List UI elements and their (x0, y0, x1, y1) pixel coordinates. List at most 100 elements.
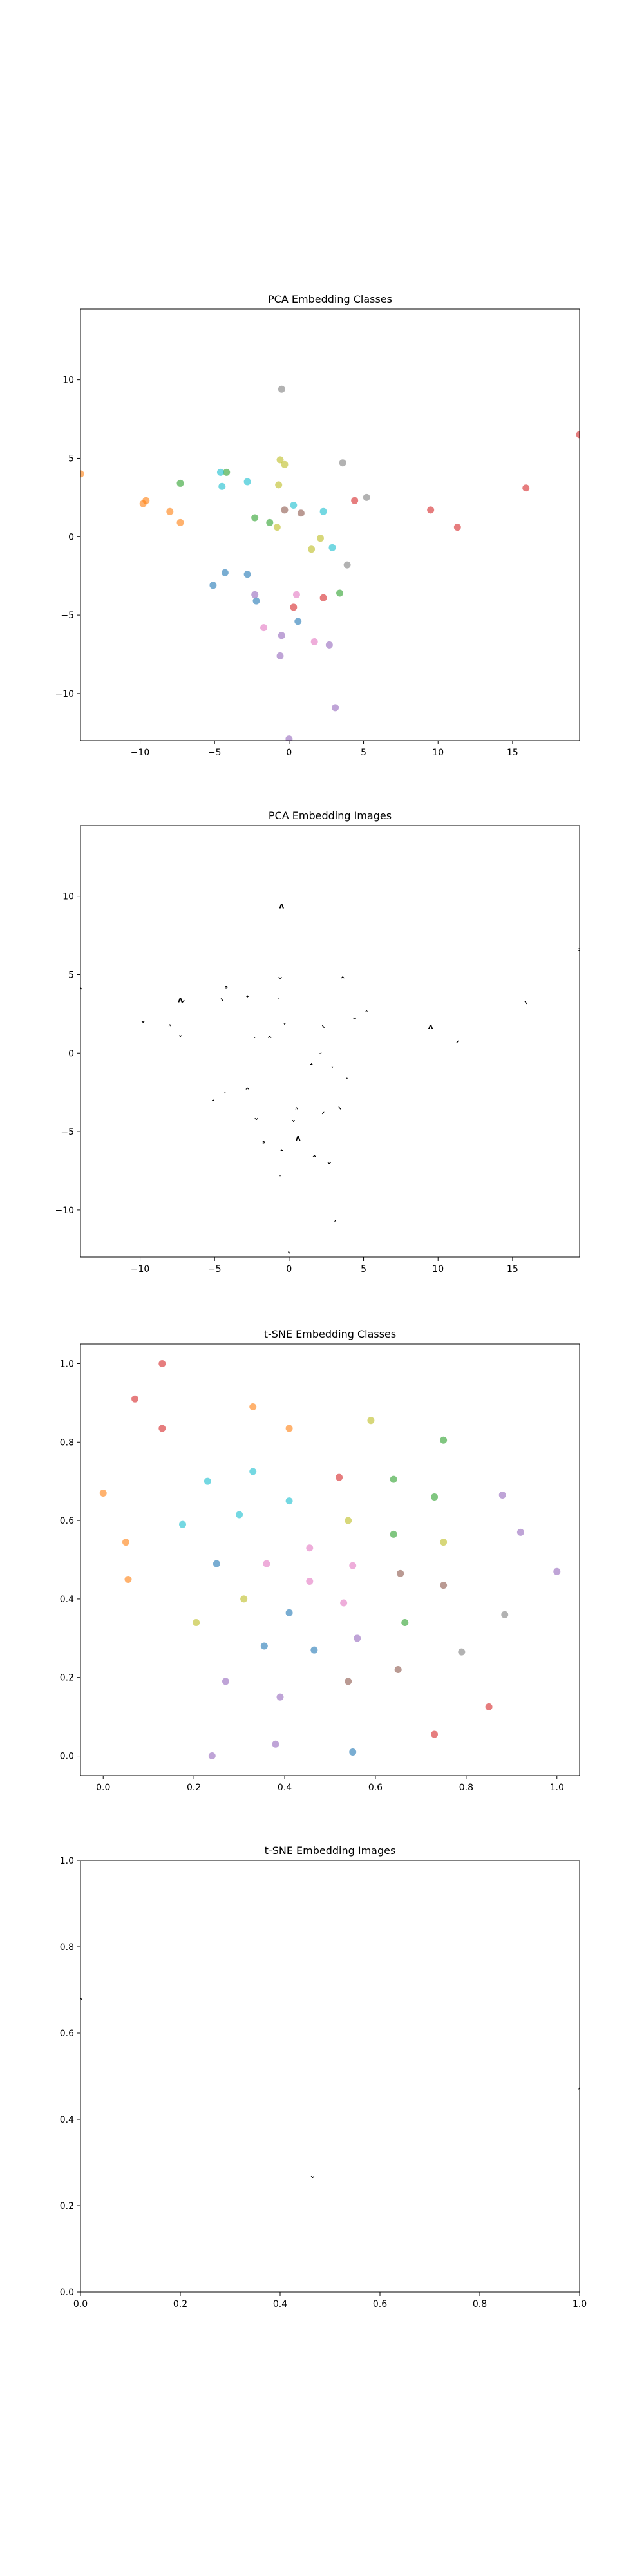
data-point (390, 1475, 397, 1483)
data-point (260, 1642, 268, 1650)
x-tick-label: 10 (432, 1264, 444, 1274)
data-point (401, 1618, 409, 1626)
data-point (345, 1678, 352, 1685)
image-marker: ᐟ (322, 1110, 325, 1119)
data-point (522, 484, 530, 492)
data-point (176, 518, 184, 526)
x-tick-label: 0.0 (96, 1783, 110, 1793)
data-point (440, 1436, 448, 1444)
data-point (285, 1497, 293, 1505)
y-tick-label: 0.2 (60, 1673, 74, 1683)
image-marker: ˄ (578, 2087, 582, 2096)
data-point (292, 591, 300, 598)
y-tick-label: 0.0 (60, 2287, 74, 2298)
data-point (394, 1666, 402, 1674)
data-point (501, 1611, 509, 1618)
axes-frame (80, 825, 580, 1258)
image-marker: ˄ (277, 997, 281, 1006)
y-tick-label: 0.6 (60, 1516, 74, 1526)
data-point (131, 1395, 139, 1403)
data-point (290, 603, 298, 611)
image-marker: ˯ (331, 1059, 334, 1068)
image-marker: ᐠ (338, 1105, 341, 1114)
x-tick-label: 0.6 (368, 1783, 383, 1793)
data-point (345, 1517, 352, 1524)
data-point (281, 460, 289, 468)
axes-frame (80, 1343, 580, 1776)
x-tick-label: 0.4 (278, 1783, 292, 1793)
y-tick-label: 0.4 (60, 2115, 74, 2125)
data-point (498, 1492, 506, 1499)
data-point (278, 385, 285, 393)
x-tick-label: 5 (361, 748, 366, 758)
image-marker: ˄ (365, 1009, 368, 1018)
data-point (218, 482, 226, 490)
image-marker: ⌄ (326, 1157, 332, 1166)
chart-title: t-SNE Embedding Classes (264, 1328, 396, 1340)
data-point (263, 1560, 270, 1567)
image-marker: ⌄ (277, 972, 283, 981)
image-marker: ˯ (223, 1084, 226, 1094)
data-point (276, 456, 284, 464)
data-point (285, 735, 293, 741)
chart-1: PCA Embedding Classes −10 −5 0 5 10 15 −10 −5 0 5 1… (55, 293, 580, 758)
data-point (80, 470, 84, 478)
data-point (142, 497, 150, 504)
data-point (272, 1740, 279, 1748)
data-point (458, 1648, 466, 1656)
data-point (99, 1489, 107, 1497)
data-point (431, 1493, 439, 1501)
y-tick-label: −5 (61, 1127, 74, 1137)
x-tick-label: 0.4 (273, 2299, 287, 2309)
data-point (236, 1511, 243, 1519)
data-point (294, 618, 302, 625)
data-point (306, 1578, 314, 1585)
image-marker: ⌃ (77, 986, 84, 995)
data-point (158, 1359, 166, 1367)
chart-title: t-SNE Embedding Images (265, 1844, 396, 1857)
data-point (179, 1520, 187, 1528)
data-point (485, 1703, 493, 1710)
data-point (363, 493, 370, 501)
data-point (453, 524, 461, 531)
x-tick-label: −5 (208, 1264, 222, 1274)
data-point (340, 1599, 348, 1607)
image-marker: ⌄ (352, 1012, 358, 1021)
data-point (332, 704, 339, 712)
x-tick-label: 0.8 (459, 1783, 473, 1793)
data-point (308, 545, 316, 553)
data-point (516, 1528, 524, 1536)
data-point (222, 1678, 229, 1685)
y-tick-label: 10 (62, 375, 74, 386)
image-marker: ᐩ (212, 1097, 215, 1106)
y-tick-label: 0 (68, 532, 74, 542)
axes-frame (80, 308, 580, 741)
data-point (204, 1477, 211, 1485)
image-marker: ᐠ (524, 1000, 527, 1009)
data-point (275, 481, 283, 489)
data-point (316, 535, 324, 542)
data-point (285, 1609, 293, 1616)
image-marker: ˅ (292, 1119, 296, 1128)
image-marker: ˅ (345, 1077, 349, 1086)
image-marker: ˄ (168, 1023, 172, 1032)
x-tick-label: 10 (432, 748, 444, 758)
data-point (208, 1752, 216, 1760)
data-point (243, 571, 251, 578)
image-marker: ᐠ (322, 1023, 325, 1032)
x-tick-label: 0 (286, 1264, 292, 1274)
data-point (213, 1560, 220, 1567)
image-marker: ᐩ (246, 994, 249, 1003)
x-tick-label: −5 (208, 748, 222, 758)
data-point (221, 569, 229, 576)
x-tick-label: 5 (361, 1264, 366, 1274)
y-tick-label: 0 (68, 1048, 74, 1059)
data-point (297, 509, 305, 517)
y-tick-label: 0.8 (60, 1942, 74, 1953)
y-tick-label: 1.0 (60, 1856, 74, 1866)
x-tick-label: 0 (286, 748, 292, 758)
data-point (266, 518, 274, 526)
data-point (431, 1730, 439, 1738)
data-point (339, 459, 346, 467)
